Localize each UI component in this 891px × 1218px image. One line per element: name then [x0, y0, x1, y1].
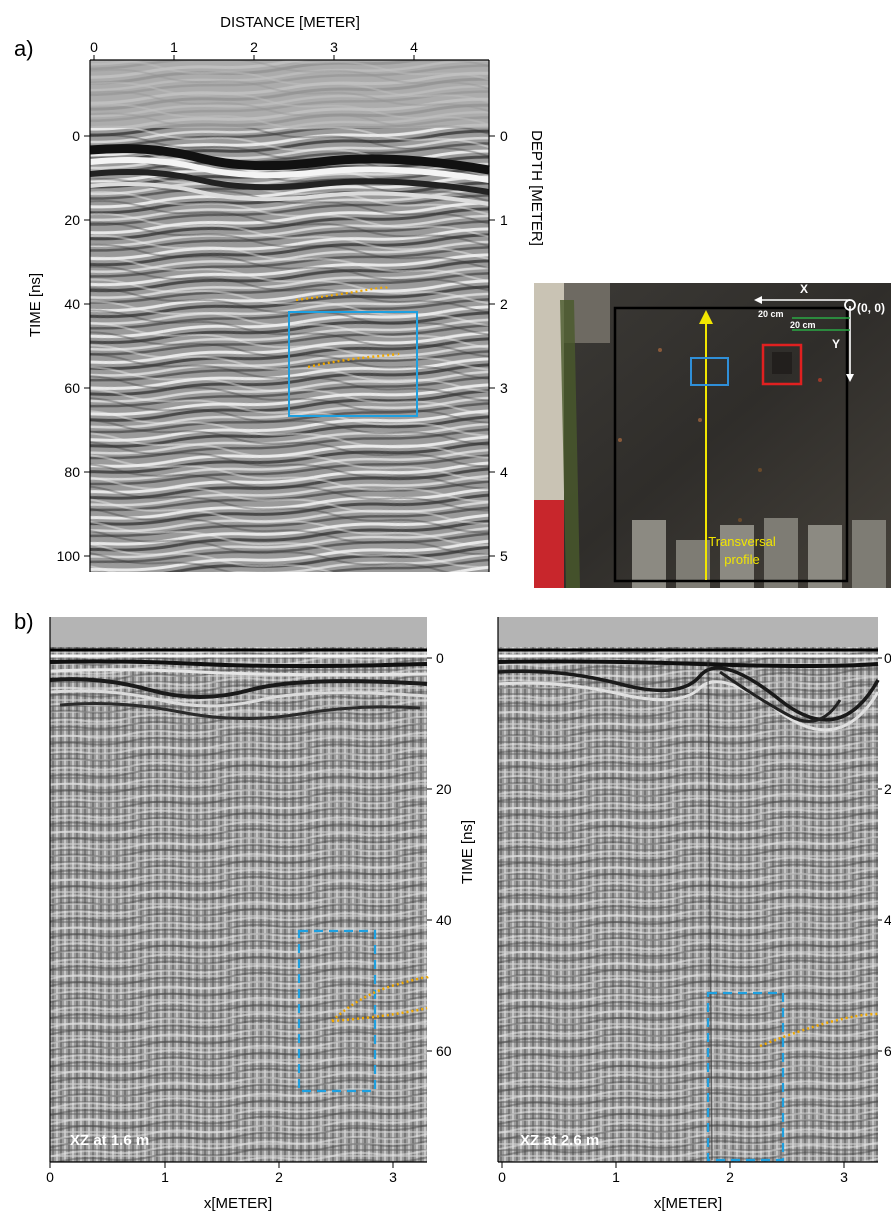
reflection-trace-b1-upper	[331, 976, 429, 1022]
anomaly-box-b1	[297, 929, 377, 1093]
right-tick: 40	[436, 912, 452, 928]
origin-marker-icon	[844, 299, 856, 311]
caption-b1: XZ at 1.6 m	[70, 1132, 149, 1149]
radargram-a	[89, 59, 490, 572]
right-tick: 6	[884, 1043, 891, 1059]
anomaly-box-a	[288, 311, 418, 417]
survey-area-outline	[613, 306, 849, 583]
left-tick: 40	[64, 296, 80, 312]
panel-a-label: a)	[14, 36, 34, 61]
right-tick: 0	[500, 128, 508, 144]
right-tick: 20	[436, 781, 452, 797]
reflection-trace-b1-lower	[331, 1006, 428, 1023]
x-tick: 1	[161, 1169, 169, 1185]
right-tick: 2	[884, 781, 891, 797]
top-tick: 1	[170, 39, 178, 55]
b1-x-tick-labels: 0 1 2 3	[46, 1169, 397, 1185]
b2-x-axis-title: x[METER]	[654, 1195, 722, 1212]
top-tick: 4	[410, 39, 418, 55]
origin-label: (0, 0)	[857, 301, 885, 315]
x-tick: 3	[389, 1169, 397, 1185]
left-tick: 60	[64, 380, 80, 396]
panel-b-label: b)	[14, 609, 34, 634]
spacing-label-1: 20 cm	[758, 309, 784, 319]
site-photo: Transversal profile X Y (0, 0) 20 cm 20 …	[534, 282, 891, 588]
photo-y-label: Y	[832, 337, 840, 351]
depth-axis-title: DEPTH [METER]	[528, 130, 545, 246]
right-tick: 60	[436, 1043, 452, 1059]
x-arrow-icon	[754, 296, 762, 304]
radargram-b1	[49, 617, 429, 1163]
top-tick: 2	[250, 39, 258, 55]
radargram-b2	[497, 617, 880, 1163]
x-tick: 0	[46, 1169, 54, 1185]
left-tick: 20	[64, 212, 80, 228]
time-axis-title-a: TIME [ns]	[27, 273, 44, 337]
right-tick: 5	[500, 548, 508, 564]
top-tick-labels: 0 1 2 3 4	[90, 39, 418, 55]
anomaly-box-b2	[706, 991, 785, 1162]
right-tick: 1	[500, 212, 508, 228]
time-axis-title-b: TIME [ns]	[459, 820, 476, 884]
right-tick: 0	[436, 650, 444, 666]
b1-x-axis-title: x[METER]	[204, 1195, 272, 1212]
y-arrow-icon	[846, 374, 854, 382]
x-tick: 0	[498, 1169, 506, 1185]
profile-label-line2: profile	[724, 552, 759, 567]
reflection-trace-b2	[759, 1012, 879, 1048]
x-tick: 2	[275, 1169, 283, 1185]
left-tick: 80	[64, 464, 80, 480]
right-tick-labels: 0 1 2 3 4 5	[500, 128, 508, 564]
b2-x-tick-labels: 0 1 2 3	[498, 1169, 848, 1185]
b2-right-tick-labels: 0 2 4 6	[884, 650, 891, 1059]
photo-x-label: X	[800, 282, 808, 296]
left-tick: 0	[72, 128, 80, 144]
blue-target-box	[690, 357, 729, 386]
right-tick: 4	[884, 912, 891, 928]
right-tick: 4	[500, 464, 508, 480]
b1-right-tick-labels: 0 20 40 60	[436, 650, 452, 1059]
profile-label-line1: Transversal	[708, 534, 776, 549]
right-tick: 2	[500, 296, 508, 312]
x-tick: 1	[612, 1169, 620, 1185]
caption-b2: XZ at 2.6 m	[520, 1132, 599, 1149]
x-tick: 3	[840, 1169, 848, 1185]
top-tick: 3	[330, 39, 338, 55]
spacing-label-2: 20 cm	[790, 320, 816, 330]
distance-axis-title: DISTANCE [METER]	[220, 14, 360, 31]
left-tick: 100	[57, 548, 81, 564]
red-target-box	[761, 343, 803, 386]
profile-arrow-icon	[699, 310, 713, 324]
right-tick: 0	[884, 650, 891, 666]
left-tick-labels: 0 20 40 60 80 100	[57, 128, 81, 564]
x-tick: 2	[726, 1169, 734, 1185]
right-tick: 3	[500, 380, 508, 396]
top-tick: 0	[90, 39, 98, 55]
